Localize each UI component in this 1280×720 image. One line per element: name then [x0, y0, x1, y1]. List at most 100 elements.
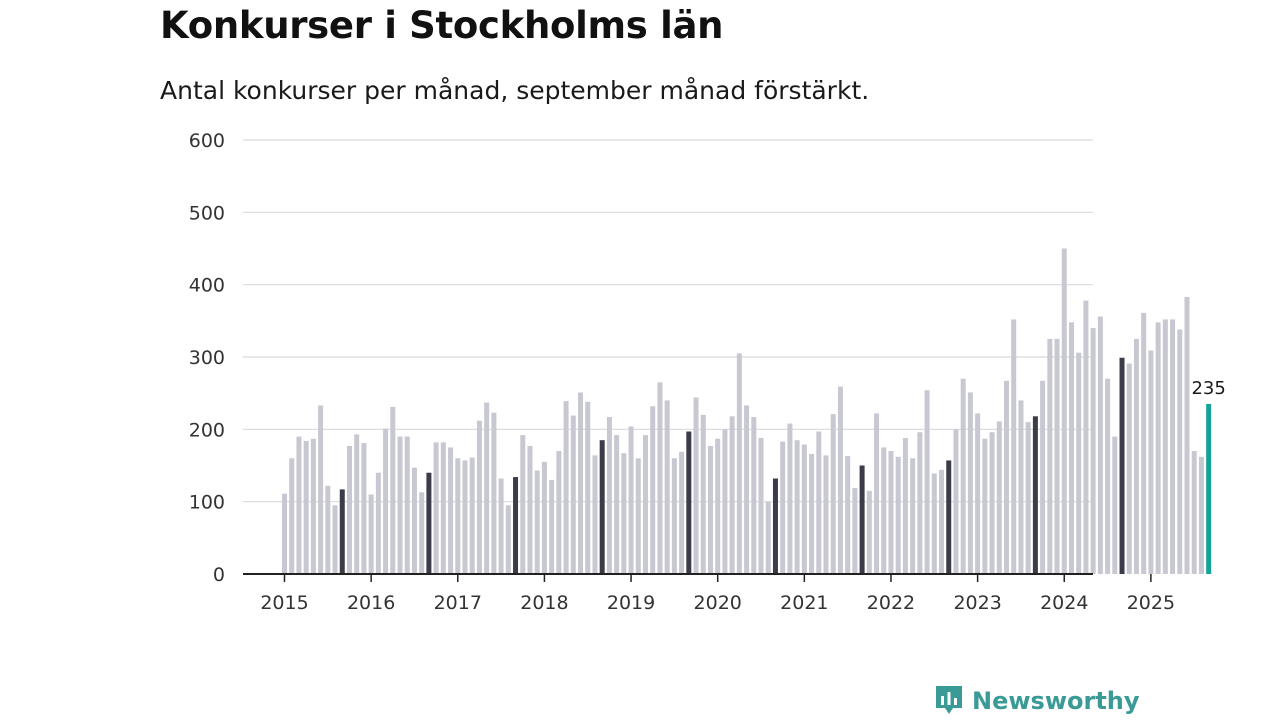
- bar-2017-12: [534, 470, 540, 574]
- x-tick-label: 2016: [347, 592, 395, 614]
- bar-2017-3: [469, 457, 475, 574]
- bar-2019-12: [707, 445, 713, 574]
- bar-2020-2: [722, 429, 728, 574]
- bar-2023-4: [996, 421, 1002, 574]
- bar-2016-6: [404, 436, 410, 574]
- bar-2016-7: [411, 467, 417, 574]
- bars: [282, 248, 1212, 574]
- bar-2020-1: [715, 438, 721, 574]
- y-tick-label: 0: [213, 564, 225, 586]
- bar-2021-5: [830, 414, 836, 574]
- bar-2016-12: [448, 447, 454, 574]
- bar-2015-9: [339, 489, 345, 574]
- chart-title: Konkurser i Stockholms län: [160, 4, 724, 47]
- x-axis-ticks: 2015 2016 2017 2018 2019 2020 2021 2022 2023 2024…: [260, 574, 1175, 614]
- bar-2024-3: [1076, 352, 1082, 574]
- y-tick-label: 200: [189, 419, 225, 441]
- x-tick-label: 2018: [520, 592, 568, 614]
- bar-2023-7: [1018, 400, 1024, 574]
- bar-2022-11: [960, 378, 966, 574]
- bar-2024-4: [1083, 300, 1089, 574]
- bar-2016-8: [419, 492, 425, 574]
- bar-2024-12: [1141, 312, 1147, 574]
- bar-2015-4: [303, 440, 309, 574]
- bar-2018-12: [621, 453, 627, 574]
- bar-2023-5: [1004, 380, 1009, 574]
- bar-2018-8: [592, 455, 598, 574]
- bar-2024-6: [1097, 316, 1103, 574]
- bar-2024-8: [1112, 436, 1118, 574]
- bar-2025-4: [1170, 319, 1176, 574]
- bar-2025-1: [1148, 350, 1154, 574]
- bar-2017-2: [462, 460, 468, 574]
- bar-2018-7: [585, 401, 591, 574]
- y-axis-ticks: 0 100 200 300 400 500 600: [189, 130, 225, 586]
- bar-2015-5: [310, 438, 316, 574]
- bar-2020-5: [744, 405, 750, 574]
- bar-2022-7: [931, 473, 937, 574]
- bar-2025-9: [1206, 404, 1212, 574]
- bar-2017-7: [498, 478, 504, 574]
- bar-2020-8: [765, 501, 771, 574]
- bar-2015-11: [354, 434, 360, 574]
- bar-2015-2: [289, 458, 295, 574]
- bar-2019-4: [650, 406, 656, 574]
- y-tick-label: 100: [189, 492, 225, 514]
- bar-2021-8: [852, 487, 858, 574]
- bar-2023-6: [1011, 319, 1017, 574]
- bar-2023-9: [1032, 416, 1038, 574]
- bar-2018-11: [614, 435, 620, 574]
- bar-2024-2: [1068, 322, 1074, 574]
- bar-2022-5: [917, 432, 923, 574]
- bar-2017-4: [476, 420, 482, 574]
- bar-2020-3: [729, 416, 735, 574]
- bar-2016-5: [397, 436, 403, 574]
- bar-2023-8: [1025, 422, 1031, 574]
- bar-2025-8: [1198, 456, 1204, 574]
- bar-2018-4: [563, 401, 569, 574]
- bar-2021-6: [837, 386, 843, 574]
- chart-subtitle: Antal konkurser per månad, september mån…: [160, 76, 870, 105]
- bar-2024-10: [1126, 363, 1132, 574]
- bar-2019-2: [635, 458, 641, 574]
- y-tick-label: 600: [189, 130, 225, 152]
- bar-2017-8: [505, 505, 511, 574]
- bar-2016-1: [368, 494, 374, 574]
- bar-2023-2: [982, 438, 988, 574]
- bar-2019-9: [686, 431, 692, 574]
- bar-2018-1: [541, 461, 547, 574]
- y-tick-label: 500: [189, 202, 225, 224]
- bar-2021-3: [816, 431, 822, 574]
- x-tick-label: 2015: [260, 592, 308, 614]
- bar-2019-11: [700, 414, 706, 574]
- bar-2020-7: [758, 438, 764, 574]
- bar-2016-4: [390, 406, 396, 574]
- bar-2018-5: [570, 415, 576, 574]
- bar-2024-1: [1061, 248, 1067, 574]
- bar-2017-11: [527, 445, 533, 574]
- bar-2018-10: [606, 417, 612, 574]
- bar-2025-7: [1191, 451, 1197, 574]
- bar-2018-3: [556, 451, 562, 574]
- bar-2020-4: [736, 353, 742, 574]
- bar-2019-3: [643, 435, 648, 574]
- bar-2024-7: [1105, 378, 1111, 574]
- bar-2021-12: [881, 447, 887, 574]
- bar-2018-6: [578, 392, 584, 574]
- bar-2015-8: [332, 505, 338, 574]
- x-tick-label: 2020: [694, 592, 742, 614]
- bar-2019-6: [664, 400, 670, 574]
- bar-2022-8: [939, 469, 945, 574]
- bar-2020-6: [751, 417, 757, 574]
- bar-2017-1: [455, 458, 461, 574]
- bar-2023-12: [1054, 338, 1060, 574]
- bar-2021-10: [866, 490, 872, 574]
- bar-2021-2: [809, 453, 815, 574]
- bar-2020-11: [787, 423, 793, 574]
- bar-2019-5: [657, 382, 663, 574]
- bar-2019-7: [671, 458, 677, 574]
- bar-2022-4: [910, 458, 916, 574]
- bar-2025-5: [1177, 329, 1183, 574]
- bar-2016-10: [433, 442, 439, 574]
